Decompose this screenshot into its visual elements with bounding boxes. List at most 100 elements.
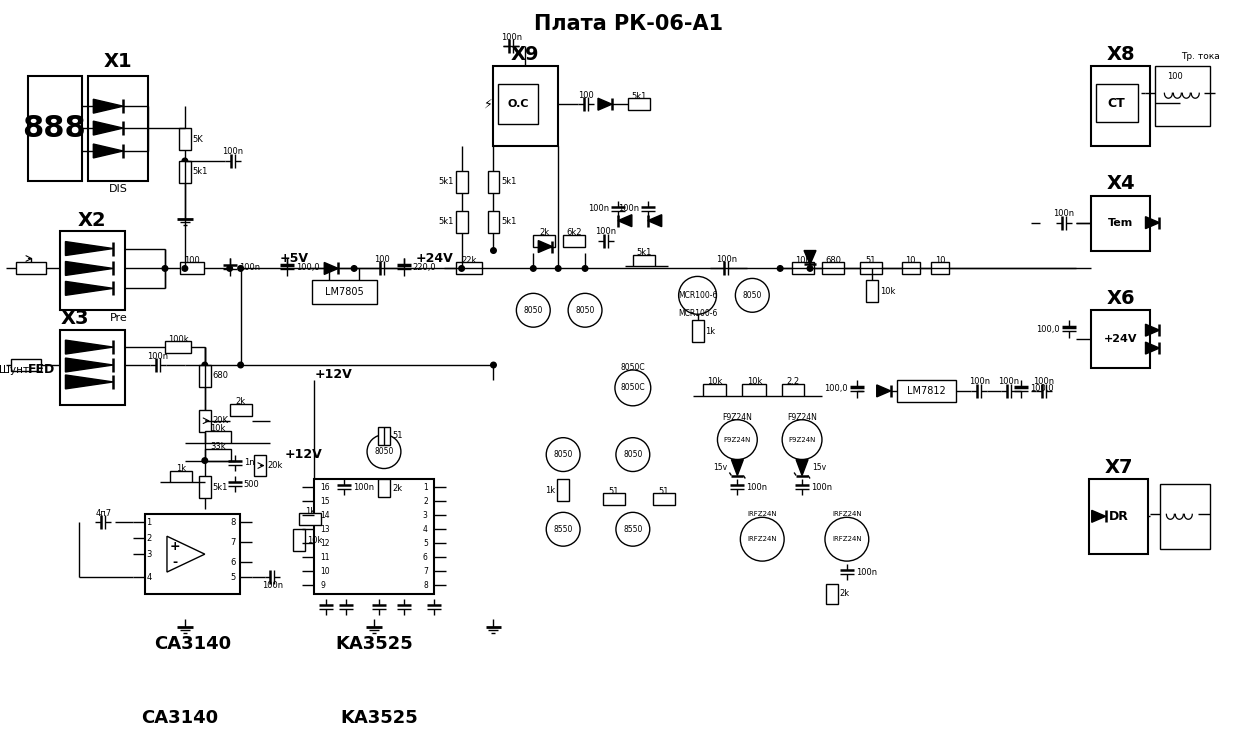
Polygon shape	[93, 121, 123, 135]
Bar	[456, 211, 467, 233]
Text: 100: 100	[1168, 72, 1183, 81]
Text: 1k: 1k	[306, 507, 316, 516]
Text: +5V: +5V	[279, 252, 308, 265]
Text: Плата РК-06-А1: Плата РК-06-А1	[534, 13, 723, 34]
Text: 1k: 1k	[545, 486, 555, 495]
Text: X7: X7	[1104, 458, 1133, 477]
Text: 5k1: 5k1	[501, 178, 516, 186]
Text: 11: 11	[321, 553, 330, 562]
Circle shape	[238, 362, 243, 368]
Text: 1k: 1k	[175, 464, 185, 473]
Circle shape	[530, 266, 536, 272]
Text: 10k: 10k	[880, 287, 895, 296]
Bar	[487, 211, 500, 233]
Bar	[170, 470, 192, 482]
Bar	[378, 479, 390, 498]
Text: KA3525: KA3525	[340, 709, 417, 727]
Text: 3: 3	[424, 511, 427, 520]
Bar	[180, 263, 204, 275]
Circle shape	[782, 420, 822, 459]
Bar	[558, 479, 569, 501]
Text: MCR100-6: MCR100-6	[678, 309, 717, 318]
Text: 10k: 10k	[211, 424, 226, 433]
Circle shape	[615, 370, 650, 406]
Polygon shape	[65, 340, 113, 354]
Text: 100n: 100n	[353, 483, 375, 492]
Bar	[782, 384, 804, 396]
Circle shape	[227, 266, 233, 272]
Text: 8050: 8050	[743, 291, 762, 299]
Text: +12V: +12V	[284, 448, 322, 461]
Bar	[633, 255, 655, 266]
Text: +24V: +24V	[1104, 334, 1138, 344]
Bar	[456, 171, 467, 193]
Text: 100n: 100n	[1034, 377, 1055, 386]
Bar	[703, 384, 727, 396]
Bar	[60, 230, 125, 310]
Bar	[28, 76, 83, 181]
Bar	[299, 513, 321, 526]
Circle shape	[807, 266, 813, 272]
Text: 100,0: 100,0	[1030, 385, 1054, 393]
Polygon shape	[65, 358, 113, 372]
Text: 100,0: 100,0	[824, 385, 848, 393]
Text: X6: X6	[1106, 288, 1135, 308]
Text: DIS: DIS	[109, 184, 128, 194]
Circle shape	[202, 362, 208, 368]
Text: 680: 680	[824, 256, 841, 265]
Text: 8: 8	[424, 581, 427, 589]
Text: 1: 1	[424, 483, 427, 492]
Text: 8: 8	[231, 517, 236, 527]
Polygon shape	[325, 263, 338, 275]
Text: 8050C: 8050C	[620, 383, 645, 393]
Text: X9: X9	[511, 45, 540, 64]
Polygon shape	[1145, 324, 1159, 336]
Bar	[866, 280, 877, 302]
Text: Тр. тока: Тр. тока	[1180, 52, 1219, 61]
Bar	[1160, 484, 1210, 549]
Text: 2.2: 2.2	[787, 377, 799, 386]
Text: 10k: 10k	[747, 377, 762, 386]
Bar	[860, 263, 882, 275]
Text: FED: FED	[29, 363, 55, 377]
Bar	[15, 263, 45, 275]
Text: 33k: 33k	[211, 442, 226, 451]
Text: X4: X4	[1106, 175, 1135, 193]
Text: 100n: 100n	[811, 483, 832, 492]
Circle shape	[491, 248, 496, 253]
Circle shape	[568, 294, 601, 327]
Bar	[822, 263, 843, 275]
Text: 8050C: 8050C	[620, 363, 645, 372]
Text: 100n: 100n	[618, 204, 639, 213]
Polygon shape	[1145, 342, 1159, 354]
Circle shape	[516, 294, 550, 327]
Text: 6: 6	[424, 553, 427, 562]
Bar	[826, 584, 838, 604]
Text: CA3140: CA3140	[154, 635, 231, 653]
Text: LM7805: LM7805	[325, 287, 363, 297]
Text: 5: 5	[424, 539, 427, 548]
Text: ⚡: ⚡	[484, 98, 492, 111]
Polygon shape	[598, 98, 611, 110]
Text: F9Z24N: F9Z24N	[724, 437, 751, 443]
Bar	[229, 404, 252, 415]
Text: 100k: 100k	[168, 335, 188, 344]
Bar	[204, 448, 231, 460]
Circle shape	[546, 437, 580, 471]
Text: 10: 10	[935, 256, 946, 265]
Bar	[534, 235, 555, 247]
Bar	[253, 454, 266, 476]
Text: 10k: 10k	[707, 377, 722, 386]
Bar	[165, 341, 190, 353]
Bar	[792, 263, 814, 275]
Circle shape	[824, 517, 868, 561]
Text: 8050: 8050	[575, 306, 595, 315]
Bar	[179, 128, 190, 150]
Text: 8550: 8550	[554, 525, 573, 534]
Text: 100n: 100n	[856, 567, 877, 577]
Text: Tem: Tem	[1108, 218, 1133, 228]
Text: 12: 12	[321, 539, 330, 548]
Text: 888: 888	[23, 114, 86, 142]
Text: 100n: 100n	[148, 352, 169, 360]
Text: +12V: +12V	[315, 368, 352, 382]
